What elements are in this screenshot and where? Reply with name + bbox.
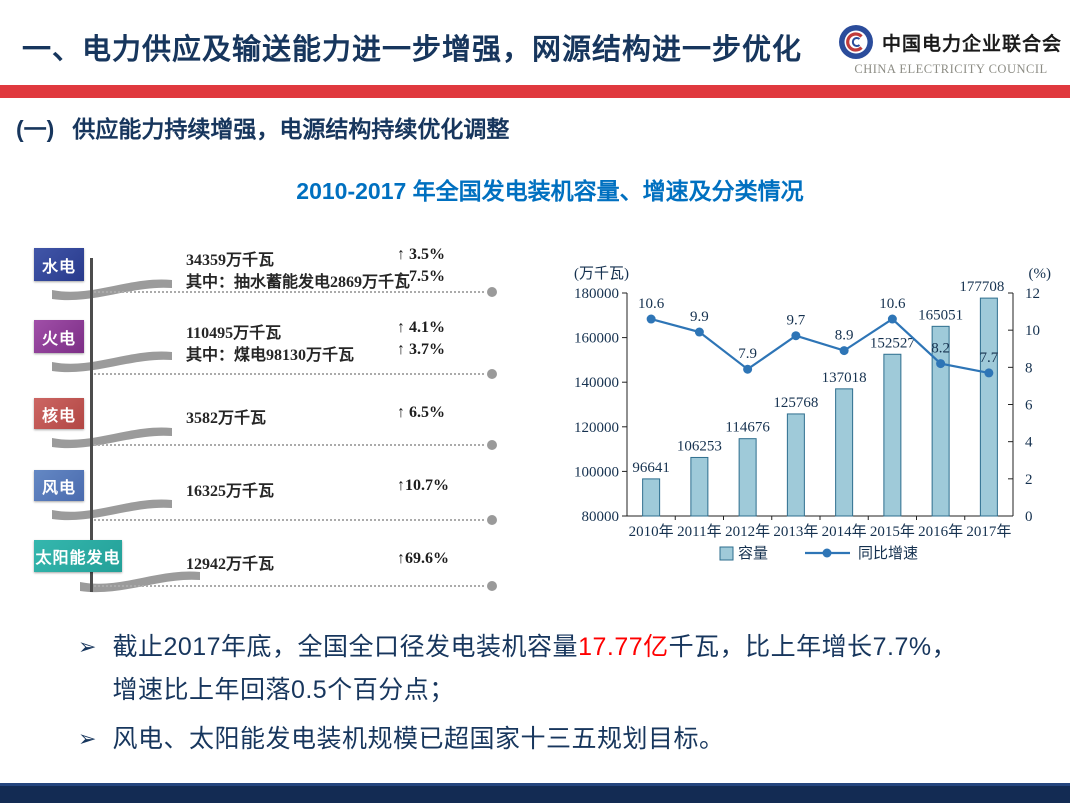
power-type-label-solar: 太阳能发电 [34, 540, 122, 572]
svg-text:114676: 114676 [725, 420, 770, 436]
header-divider-bar [0, 85, 1070, 98]
dotted-separator-dot [487, 369, 497, 379]
svg-text:2017年: 2017年 [966, 523, 1011, 540]
bullet-item-1: ➢ 截止2017年底，全国全口径发电装机容量17.77亿千瓦，比上年增长7.7%… [78, 626, 1008, 712]
chart-title: 2010-2017 年全国发电装机容量、增速及分类情况 [296, 178, 804, 204]
svg-text:12: 12 [1025, 286, 1040, 302]
highlighted-value: 17.77亿 [578, 633, 669, 661]
logo-org-name-en: CHINA ELECTRICITY COUNCIL [854, 62, 1048, 76]
ribbon-swoosh-icon [52, 279, 172, 301]
svg-text:10.6: 10.6 [879, 296, 906, 312]
dotted-separator-dot [487, 515, 497, 525]
dotted-separator [94, 373, 484, 375]
svg-text:140000: 140000 [574, 375, 619, 391]
power-type-value: 110495万千瓦 [186, 325, 282, 342]
power-type-growth: ↑ 3.5% [397, 246, 445, 263]
svg-text:165051: 165051 [918, 307, 963, 323]
section-heading: (一) 供应能力持续增强，电源结构持续优化调整 [16, 110, 509, 144]
svg-text:2013年: 2013年 [773, 523, 818, 540]
power-type-value: 12942万千瓦 [186, 556, 275, 573]
power-type-label-nuclear: 核电 [34, 398, 84, 429]
svg-text:6: 6 [1025, 398, 1033, 414]
dotted-separator [94, 519, 484, 521]
logo-org-name-cn: 中国电力企业联合会 [882, 33, 1063, 55]
power-type-growth: ↑ 6.5% [397, 404, 445, 421]
svg-text:8.2: 8.2 [931, 341, 950, 357]
power-type-label-thermal: 火电 [34, 320, 84, 353]
svg-text:9.9: 9.9 [690, 309, 709, 325]
svg-text:2: 2 [1025, 472, 1033, 488]
section-heading-text: 供应能力持续增强，电源结构持续优化调整 [72, 116, 510, 142]
svg-text:容量: 容量 [738, 545, 768, 562]
bullet-item-2: ➢ 风电、太阳能发电装机规模已超国家十三五规划目标。 [78, 718, 1008, 761]
power-type-label-hydro: 水电 [34, 248, 84, 281]
svg-text:2014年: 2014年 [822, 523, 867, 540]
svg-text:137018: 137018 [822, 370, 867, 386]
svg-text:100000: 100000 [574, 464, 619, 480]
svg-text:0: 0 [1025, 509, 1033, 525]
svg-text:106253: 106253 [677, 438, 722, 454]
svg-text:同比增速: 同比增速 [858, 545, 918, 562]
ribbon-swoosh-icon [52, 499, 172, 521]
svg-text:96641: 96641 [632, 460, 670, 476]
svg-text:9.7: 9.7 [787, 313, 806, 329]
footer-bar [0, 783, 1070, 803]
svg-text:2012年: 2012年 [725, 523, 770, 540]
cec-logo-icon [839, 25, 873, 59]
page-title: 一、电力供应及输送能力进一步增强，网源结构进一步优化 [22, 34, 803, 66]
power-type-value: 其中：抽水蓄能发电2869万千瓦 [186, 274, 411, 291]
power-type-growth: ↑ 7.5% [397, 268, 445, 285]
svg-text:(万千瓦): (万千瓦) [574, 265, 629, 282]
bullet-arrow-icon: ➢ [78, 634, 97, 659]
capacity-chart: 80000 100000 120000 140000 160000 180000 0 2 4 6 8… [562, 248, 1057, 583]
ribbon-swoosh-icon [52, 351, 172, 373]
svg-text:10.6: 10.6 [638, 296, 665, 312]
power-type-value: 其中：煤电98130万千瓦 [186, 347, 355, 364]
power-type-label-wind: 风电 [34, 470, 84, 501]
svg-text:120000: 120000 [574, 420, 619, 436]
ribbon-swoosh-icon [52, 427, 172, 449]
power-type-growth: ↑69.6% [397, 550, 449, 567]
svg-text:7.9: 7.9 [738, 346, 757, 362]
svg-text:180000: 180000 [574, 286, 619, 302]
svg-text:80000: 80000 [582, 509, 620, 525]
dotted-separator-dot [487, 287, 497, 297]
svg-text:10: 10 [1025, 323, 1040, 339]
dotted-separator [94, 444, 484, 446]
capacity-chart-svg: 80000 100000 120000 140000 160000 180000 0 2 4 6 8… [574, 265, 1052, 562]
svg-text:2011年: 2011年 [677, 523, 721, 540]
svg-text:2015年: 2015年 [870, 523, 915, 540]
svg-text:2010年: 2010年 [629, 523, 674, 540]
svg-text:125768: 125768 [773, 395, 818, 411]
dotted-separator [94, 291, 484, 293]
power-type-value: 3582万千瓦 [186, 410, 267, 427]
power-type-value: 34359万千瓦 [186, 252, 275, 269]
svg-text:8.9: 8.9 [835, 328, 854, 344]
dotted-separator-dot [487, 440, 497, 450]
svg-text:152527: 152527 [870, 335, 916, 351]
bullet-text: 截止2017年底，全国全口径发电装机容量17.77亿千瓦，比上年增长7.7%， … [112, 633, 958, 704]
dotted-separator-dot [487, 581, 497, 591]
svg-text:7.7: 7.7 [980, 350, 999, 366]
section-heading-prefix: (一) [16, 116, 55, 142]
power-type-value: 16325万千瓦 [186, 483, 275, 500]
svg-text:4: 4 [1025, 435, 1033, 451]
svg-text:2016年: 2016年 [918, 523, 963, 540]
power-type-growth: ↑ 4.1% [397, 319, 445, 336]
svg-text:(%): (%) [1029, 266, 1052, 282]
dotted-separator [94, 585, 484, 587]
bullet-text: 风电、太阳能发电装机规模已超国家十三五规划目标。 [112, 725, 725, 753]
svg-text:8: 8 [1025, 360, 1033, 376]
svg-text:177708: 177708 [959, 279, 1004, 295]
power-type-growth: ↑ 3.7% [397, 341, 445, 358]
cec-logo: 中国电力企业联合会 CHINA ELECTRICITY COUNCIL [838, 24, 1064, 77]
power-type-growth: ↑10.7% [397, 477, 449, 494]
svg-text:160000: 160000 [574, 331, 619, 347]
bullet-arrow-icon: ➢ [78, 726, 97, 751]
connector-vertical-line [90, 258, 93, 592]
